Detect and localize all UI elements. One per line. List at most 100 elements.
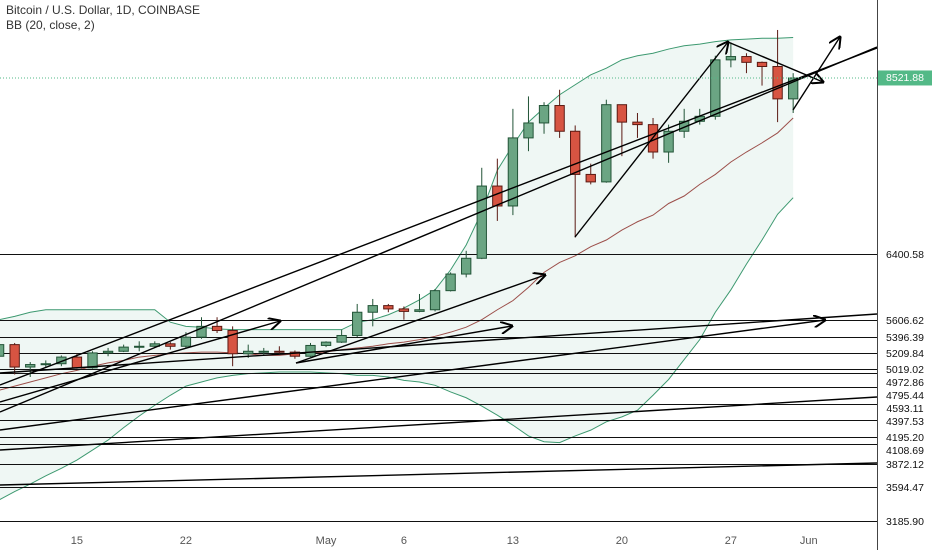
price-axis: 8521.88 6400.58 5606.62 5396.39 5209.84 5019.… bbox=[878, 70, 932, 528]
candle-body bbox=[725, 56, 737, 61]
level-label: 5396.39 bbox=[886, 332, 924, 344]
candle-body bbox=[476, 185, 487, 259]
candle-body bbox=[756, 61, 768, 67]
candle-body bbox=[429, 290, 441, 311]
trend-line bbox=[727, 41, 823, 82]
candle-body bbox=[40, 363, 51, 366]
candle-body bbox=[165, 343, 176, 347]
candle-body bbox=[772, 66, 783, 100]
candle-body bbox=[305, 344, 316, 357]
level-label: 6400.58 bbox=[886, 249, 924, 261]
bb-basis-line bbox=[0, 117, 794, 391]
trend-line bbox=[0, 47, 877, 386]
candle-body bbox=[320, 341, 332, 346]
trend-line bbox=[0, 46, 877, 413]
level-tag bbox=[878, 376, 932, 389]
candle-body bbox=[679, 120, 690, 132]
level-label: 5019.02 bbox=[886, 364, 924, 376]
level-label: 5209.84 bbox=[886, 348, 924, 360]
bb-upper-line bbox=[0, 36, 794, 331]
candle-body bbox=[134, 345, 145, 348]
level-label: 4108.69 bbox=[886, 445, 924, 457]
candle-body bbox=[507, 137, 519, 207]
candle-body bbox=[71, 356, 83, 369]
level-label: 4593.11 bbox=[886, 403, 923, 415]
candle-body bbox=[243, 350, 254, 355]
plot-area bbox=[0, 29, 877, 522]
trend-line bbox=[792, 37, 840, 111]
candle-body bbox=[211, 325, 223, 332]
x-tick-label: 20 bbox=[616, 535, 628, 547]
trend-line bbox=[0, 321, 280, 403]
last-price-label: 8521.88 bbox=[886, 72, 924, 84]
trend-line bbox=[295, 275, 545, 364]
level-tag bbox=[878, 347, 932, 360]
candle-body bbox=[9, 344, 20, 368]
trend-line bbox=[0, 462, 877, 486]
candle-body bbox=[227, 330, 238, 355]
level-tag bbox=[878, 415, 932, 428]
candle-body bbox=[25, 364, 36, 368]
candle-body bbox=[663, 130, 674, 153]
x-tick-label: 13 bbox=[507, 535, 519, 547]
level-label: 5606.62 bbox=[886, 315, 924, 327]
candle-body bbox=[601, 104, 612, 183]
level-tag bbox=[878, 389, 932, 402]
level-tag bbox=[878, 402, 932, 415]
level-tag bbox=[878, 248, 932, 261]
level-label: 4397.53 bbox=[886, 416, 924, 428]
candle-body bbox=[118, 346, 129, 352]
candle-body bbox=[196, 325, 207, 338]
level-label: 4795.44 bbox=[886, 390, 924, 402]
candle-body bbox=[710, 59, 721, 117]
level-tag bbox=[878, 314, 932, 327]
candle-body bbox=[398, 308, 410, 312]
candle-body bbox=[56, 356, 67, 365]
chart-title: Bitcoin / U.S. Dollar, 1D, COINBASE bbox=[6, 3, 200, 17]
level-tag bbox=[878, 363, 932, 376]
x-tick-label: Jun bbox=[800, 535, 818, 547]
indicator-label: BB (20, close, 2) bbox=[6, 18, 95, 32]
trend-line bbox=[0, 396, 877, 451]
level-tag bbox=[878, 431, 932, 444]
candle-body bbox=[632, 121, 643, 126]
candle-body bbox=[445, 273, 456, 292]
candle-body bbox=[616, 104, 628, 123]
candle-body bbox=[585, 173, 596, 183]
level-label: 3594.47 bbox=[886, 482, 924, 494]
level-label: 3185.90 bbox=[886, 516, 924, 528]
trend-line bbox=[0, 313, 877, 374]
candle-body bbox=[554, 105, 565, 132]
x-tick-label: May bbox=[316, 535, 337, 547]
band-fill bbox=[0, 37, 794, 500]
candle-body bbox=[414, 309, 425, 312]
x-tick-label: 15 bbox=[71, 535, 83, 547]
candle-body bbox=[352, 311, 363, 336]
trend-line bbox=[295, 326, 512, 364]
candle-body bbox=[741, 56, 752, 63]
level-tag bbox=[878, 331, 932, 344]
level-label: 4972.86 bbox=[886, 377, 924, 389]
level-label: 4195.20 bbox=[886, 432, 924, 444]
candle-body bbox=[538, 105, 550, 124]
level-tag bbox=[878, 458, 932, 471]
level-tag bbox=[878, 481, 932, 494]
x-tick-label: 27 bbox=[725, 535, 737, 547]
candle-body bbox=[0, 344, 5, 357]
candle-body bbox=[87, 352, 98, 369]
trend-line bbox=[0, 320, 825, 431]
candle-body bbox=[336, 334, 347, 343]
candle-body bbox=[461, 257, 472, 275]
x-tick-label: 22 bbox=[180, 535, 192, 547]
candle-body bbox=[570, 130, 581, 175]
candle-body bbox=[367, 305, 378, 313]
x-tick-label: 6 bbox=[401, 535, 407, 547]
candle-body bbox=[383, 305, 394, 310]
level-tag bbox=[878, 515, 932, 528]
last-price-tag bbox=[878, 70, 932, 86]
trend-lines bbox=[0, 37, 877, 486]
candle-body bbox=[787, 77, 799, 100]
candle-body bbox=[180, 336, 192, 347]
trend-line bbox=[574, 42, 728, 238]
